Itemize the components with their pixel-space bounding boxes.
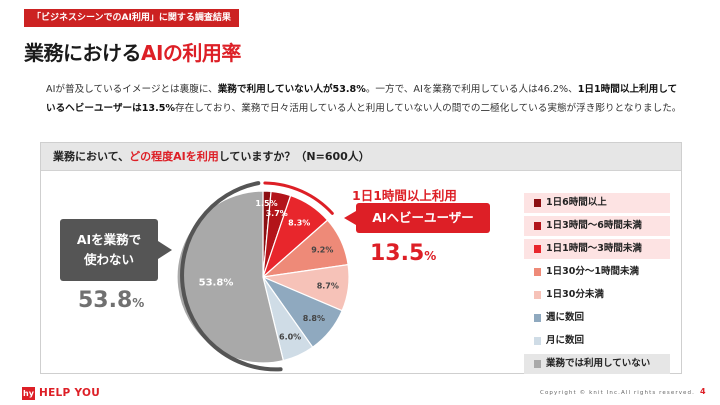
legend-item: 1日30分〜1時間未満 xyxy=(524,262,670,282)
lead-text-3: 存在しており、業務で日々活用している人と利用していない人の間での二極化している実… xyxy=(175,103,682,114)
non-user-callout: AIを業務で 使わない xyxy=(60,219,172,281)
legend-item: 1日1時間〜3時間未満 xyxy=(524,239,670,259)
lead-paragraph: AIが普及しているイメージとは裏腹に、業務で利用していない人が53.8%。一方で… xyxy=(46,80,686,118)
slice-label: 6.0% xyxy=(279,333,301,342)
chart-question: 業務において、どの程度AIを利用していますか？（N=600人） xyxy=(41,143,681,171)
title-prefix: 業務における xyxy=(24,41,142,65)
heavy-user-percentage: 13.5% xyxy=(370,241,436,266)
question-prefix: 業務において、 xyxy=(53,150,130,163)
legend-item: 業務では利用していない xyxy=(524,354,670,374)
legend-swatch xyxy=(534,314,541,322)
heavy-user-bracket xyxy=(263,181,334,215)
heavy-user-value: 13.5 xyxy=(370,241,425,266)
legend-item: 週に数回 xyxy=(524,308,670,328)
slice-label: 53.8% xyxy=(199,278,234,289)
pie-slice xyxy=(176,190,285,364)
legend-label: 1日6時間以上 xyxy=(546,197,607,208)
legend-label: 1日30分〜1時間未満 xyxy=(546,266,639,277)
legend-item: 1日6時間以上 xyxy=(524,193,670,213)
slice-label: 8.7% xyxy=(317,281,339,290)
legend-swatch xyxy=(534,245,541,253)
logo-mark-icon: hy xyxy=(22,386,35,400)
slice-label: 9.2% xyxy=(311,246,333,255)
logo-text: HELP YOU xyxy=(39,387,101,399)
heavy-user-callout: AIヘビーユーザー xyxy=(344,203,490,233)
lead-text-1: AIが普及しているイメージとは裏腹に、 xyxy=(46,84,218,95)
non-user-line-2: 使わない xyxy=(83,252,134,267)
legend-swatch xyxy=(534,222,541,230)
title-accent: AIの利用率 xyxy=(141,41,241,65)
non-user-percentage: 53.8% xyxy=(78,288,144,313)
non-user-bracket xyxy=(180,181,283,372)
legend-swatch xyxy=(534,199,541,207)
lead-text-2: 。一方で、AIを業務で利用している人は46.2%、 xyxy=(365,84,578,95)
legend-swatch xyxy=(534,291,541,299)
copyright: Copyright © knit Inc.All rights reserved… xyxy=(540,390,695,396)
non-user-value: 53.8 xyxy=(78,288,133,313)
slice-label: 1.5% xyxy=(255,199,277,208)
non-user-line-1: AIを業務で xyxy=(76,232,142,247)
legend-label: 1日1時間〜3時間未満 xyxy=(546,243,642,254)
legend-swatch xyxy=(534,337,541,345)
legend-swatch xyxy=(534,360,541,368)
legend-label: 業務では利用していない xyxy=(546,358,651,369)
legend-item: 月に数回 xyxy=(524,331,670,351)
page-number: 4 xyxy=(700,387,706,396)
question-highlight: どの程度AIを利用 xyxy=(129,150,219,163)
legend-item: 1日3時間〜6時間未満 xyxy=(524,216,670,236)
chart-legend: 1日6時間以上 1日3時間〜6時間未満 1日1時間〜3時間未満 1日30分〜1時間未満… xyxy=(524,193,670,377)
legend-label: 月に数回 xyxy=(546,335,585,346)
survey-tag: 「ビジネスシーンでのAI利用」に関する調査結果 xyxy=(24,9,239,27)
slice-label: 8.3% xyxy=(288,219,310,228)
heavy-user-caption: 1日1時間以上利用 xyxy=(352,188,457,203)
page-title: 業務におけるAIの利用率 xyxy=(24,37,241,66)
legend-label: 週に数回 xyxy=(546,312,585,323)
non-user-unit: % xyxy=(132,296,145,310)
legend-swatch xyxy=(534,268,541,276)
slice-label: 3.7% xyxy=(266,209,288,218)
question-suffix: していますか？（N=600人） xyxy=(218,150,370,163)
heavy-user-unit: % xyxy=(424,249,437,263)
legend-label: 1日3時間〜6時間未満 xyxy=(546,220,642,231)
legend-item: 1日30分未満 xyxy=(524,285,670,305)
legend-label: 1日30分未満 xyxy=(546,289,604,300)
lead-bold-1: 業務で利用していない人が53.8% xyxy=(217,84,366,95)
brand-logo: hy HELP YOU xyxy=(22,386,100,400)
slice-label: 8.8% xyxy=(303,314,325,323)
lead-bold-2: 1日1時間以上利用しているヘビーユーザーは13.5% xyxy=(46,84,678,114)
